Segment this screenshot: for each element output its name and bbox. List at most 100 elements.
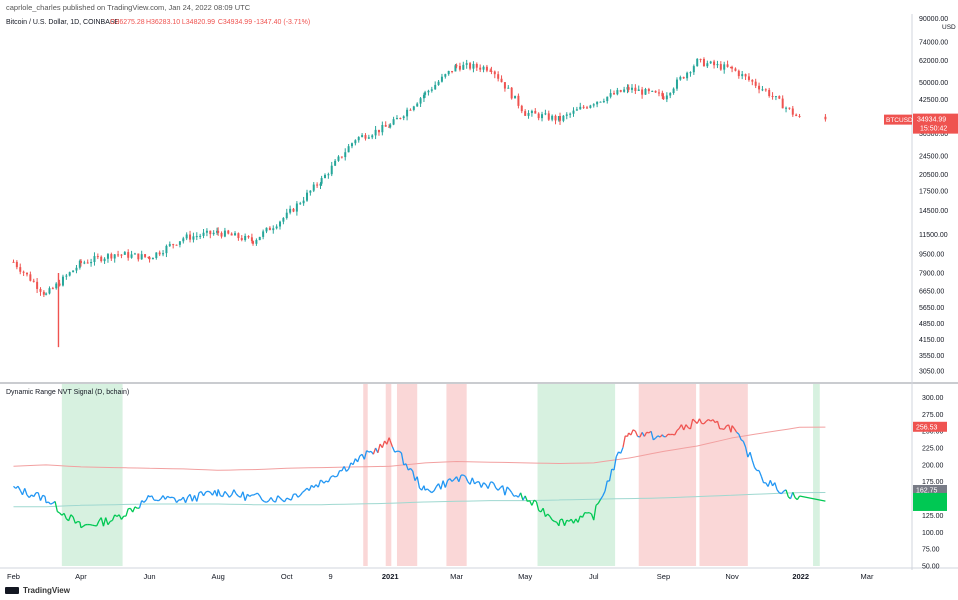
nvt-segment (740, 439, 744, 442)
time-tick-label: Mar (450, 572, 463, 581)
candle (209, 230, 212, 235)
nvt-segment (533, 499, 537, 503)
nvt-segment (28, 494, 32, 499)
nvt-segment (630, 429, 634, 436)
candle (381, 125, 384, 133)
indicator-tick-label: 75.00 (922, 547, 940, 554)
nvt-segment (372, 447, 377, 455)
nvt-segment (641, 432, 645, 437)
candle (377, 129, 380, 133)
candle (575, 109, 578, 111)
price-title: Bitcoin / U.S. Dollar, 1D, COINBASE (6, 19, 120, 26)
candle (202, 232, 205, 236)
nvt-segment (363, 450, 368, 460)
nvt-segment (283, 497, 288, 503)
nvt-segment (469, 477, 473, 485)
nvt-segment (67, 514, 72, 521)
candle (127, 252, 130, 258)
nvt-segment (426, 488, 431, 492)
candle (702, 58, 705, 67)
candle (255, 240, 258, 244)
candle (641, 89, 644, 95)
candle (716, 64, 719, 66)
nvt-segment (676, 427, 680, 432)
candle (299, 203, 302, 205)
candle (579, 106, 582, 110)
time-tick-label: Oct (281, 572, 294, 581)
candle (798, 115, 801, 117)
nvt-segment (391, 446, 396, 453)
candle (250, 237, 253, 242)
nvt-segment (205, 490, 209, 493)
nvt-segment (82, 524, 86, 527)
nvt-segment (388, 437, 391, 441)
nvt-segment (703, 420, 707, 425)
candle (148, 257, 151, 260)
nvt-segment (451, 478, 455, 482)
candle (212, 232, 215, 235)
nvt-segment (323, 480, 327, 484)
nvt-segment (33, 492, 37, 497)
nvt-segment (622, 435, 626, 448)
candle (654, 90, 657, 93)
candle (530, 110, 533, 114)
nvt-segment (749, 452, 753, 461)
candle (472, 63, 475, 69)
nvt-segment (220, 495, 223, 498)
candle (285, 212, 288, 219)
nvt-segment (433, 486, 437, 492)
indicator-tag-mid (913, 484, 947, 495)
nvt-segment (386, 437, 390, 445)
candle (192, 236, 195, 240)
candle (158, 252, 161, 255)
candle (497, 74, 500, 79)
nvt-segment (224, 490, 228, 495)
indicator-title: Dynamic Range NVT Signal (D, bchain) (6, 389, 129, 396)
nvt-segment (111, 514, 116, 521)
price-axis-top-label: 90000.00 (919, 16, 948, 23)
candle (175, 244, 178, 246)
nvt-segment (54, 501, 58, 512)
nvt-segment (141, 500, 145, 503)
candle (479, 67, 482, 70)
candle (354, 140, 357, 144)
candle (357, 137, 360, 141)
candle (337, 156, 340, 161)
nvt-segment (597, 499, 602, 504)
nvt-segment (189, 494, 193, 502)
candle (151, 257, 154, 260)
nvt-segment (167, 495, 171, 499)
nvt-segment (620, 447, 624, 454)
candle (507, 87, 510, 89)
nvt-segment (77, 520, 80, 523)
candle (58, 283, 61, 286)
time-tick-label: 2022 (792, 572, 809, 581)
candle (292, 208, 295, 212)
nvt-segment (299, 491, 304, 496)
candle (510, 87, 513, 99)
candle (384, 125, 387, 127)
nvt-segment (405, 463, 409, 471)
price-tag-value: 34934.99 (917, 117, 946, 124)
candle (514, 95, 517, 99)
nvt-segment (497, 487, 501, 491)
candle (137, 253, 140, 260)
nvt-segment (345, 468, 350, 472)
price-tick-label: 50000.00 (919, 80, 948, 87)
tradingview-logo-icon (5, 587, 19, 594)
indicator-tick-label: 175.00 (922, 479, 944, 486)
candle (79, 260, 82, 264)
nvt-segment (398, 450, 402, 454)
nvt-segment (520, 492, 524, 501)
nvt-segment (198, 490, 202, 494)
candle (144, 254, 147, 257)
candle (669, 93, 672, 96)
candle (223, 230, 226, 237)
time-tick-label: Jul (589, 572, 599, 581)
ohlc-low: L34820.99 (182, 19, 215, 26)
candle (682, 77, 685, 79)
candle (554, 115, 557, 121)
chart-svg[interactable]: Bitcoin / U.S. Dollar, 1D, COINBASEO3627… (0, 14, 958, 584)
nvt-segment (602, 490, 606, 497)
candle (334, 160, 337, 166)
